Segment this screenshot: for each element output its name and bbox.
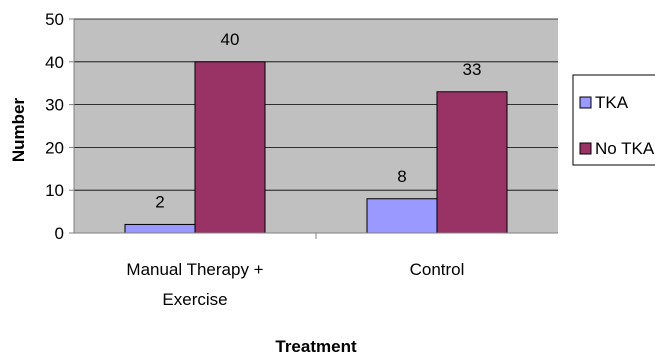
data-label: 33	[463, 60, 482, 79]
x-category-label: Control	[410, 260, 465, 279]
legend: TKA No TKA	[572, 74, 655, 166]
data-label: 8	[397, 167, 406, 186]
legend-swatch	[579, 96, 592, 109]
y-tick-label: 50	[45, 10, 64, 29]
y-tick-label: 40	[45, 53, 64, 72]
y-axis-title: Number	[9, 98, 28, 163]
data-label: 2	[155, 192, 164, 211]
x-category-labels: Manual Therapy + Exercise Control	[126, 260, 464, 309]
y-tick-label: 10	[45, 181, 64, 200]
legend-label: No TKA	[595, 139, 655, 158]
axes	[69, 18, 558, 239]
data-labels: 2 40 8 33	[155, 30, 481, 212]
legend-swatch	[579, 142, 592, 155]
bar-tka	[124, 223, 196, 234]
y-tick-label: 30	[45, 96, 64, 115]
x-category-label: Manual Therapy + Exercise	[126, 260, 263, 309]
bar-no-tka	[194, 61, 266, 234]
y-tick-labels: 0 10 20 30 40 50	[45, 10, 64, 243]
data-label: 40	[221, 30, 240, 49]
y-tick-label: 0	[55, 224, 64, 243]
bar-no-tka	[436, 91, 508, 234]
bar-tka	[366, 198, 438, 234]
y-tick-label: 20	[45, 138, 64, 157]
legend-label: TKA	[595, 93, 629, 112]
x-axis-title: Treatment	[275, 337, 357, 356]
